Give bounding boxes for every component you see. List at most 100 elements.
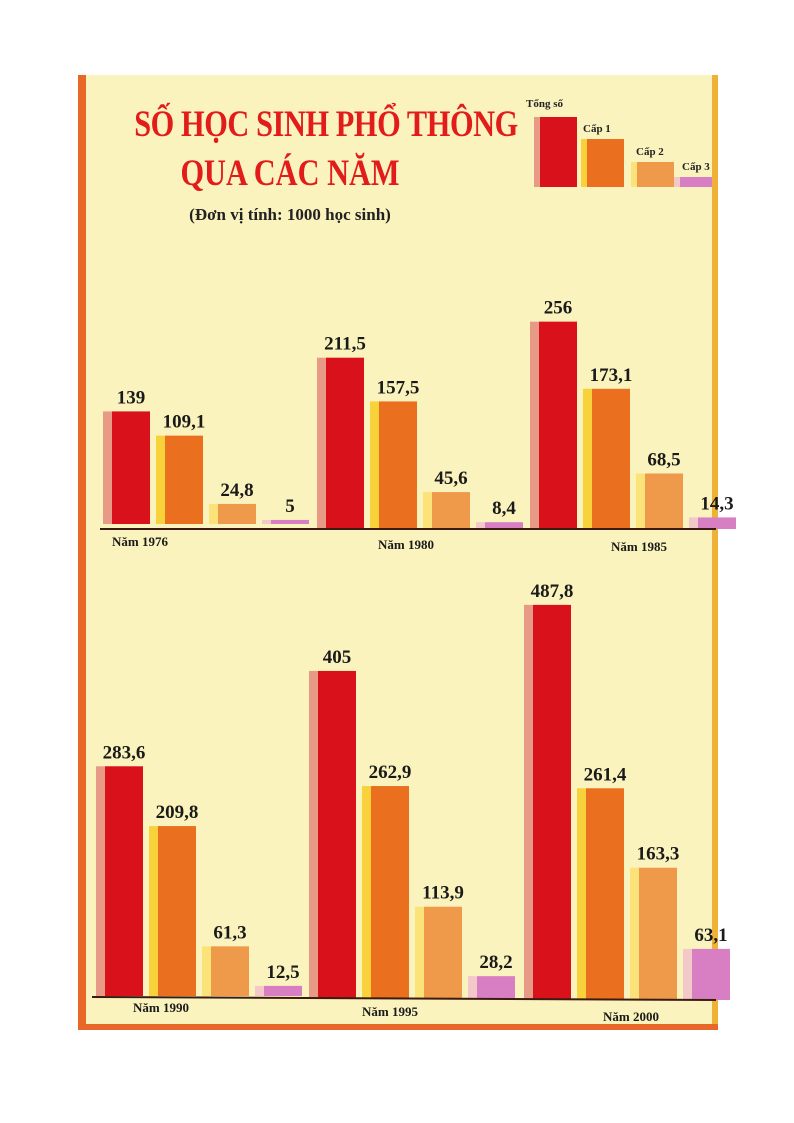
data-label-nam-1976-cap-1: 109,1 xyxy=(163,412,206,433)
data-label-nam-1976-tong-so: 139 xyxy=(117,387,146,408)
data-label-nam-1976-cap-3: 5 xyxy=(285,496,295,517)
bar-nam-1976-tong-so xyxy=(112,411,150,524)
bar-side-nam-1990-tong-so xyxy=(96,766,105,996)
bar-nam-1976-cap-2 xyxy=(218,503,256,524)
bar-side-nam-1995-cap-3 xyxy=(468,976,477,999)
data-label-nam-1980-cap-2: 45,6 xyxy=(434,468,467,489)
bar-nam-1985-cap-3 xyxy=(698,517,736,529)
data-label-nam-2000-cap-3: 63,1 xyxy=(694,925,727,946)
legend-label-tong-so: Tổng số xyxy=(526,98,563,110)
category-label-nam-1985: Năm 1985 xyxy=(611,539,667,554)
bar-nam-1990-cap-2 xyxy=(211,946,249,996)
bar-group-nam-1985: 256 173,1 68,5 14,3 Năm 1985 xyxy=(530,298,736,554)
bar-side-nam-2000-cap-2 xyxy=(630,867,639,1000)
bar-nam-1990-cap-3 xyxy=(264,985,302,996)
bar-nam-1985-cap-2 xyxy=(645,473,683,529)
chart-subtitle: (Đơn vị tính: 1000 học sinh) xyxy=(189,205,391,224)
legend-label-cap-1: Cấp 1 xyxy=(583,123,611,135)
data-label-nam-1976-cap-2: 24,8 xyxy=(220,480,253,501)
bar-nam-1990-cap-1 xyxy=(158,826,196,996)
data-label-nam-1995-cap-2: 113,9 xyxy=(422,883,464,904)
bar-side-nam-1985-cap-3 xyxy=(689,517,698,529)
category-label-nam-1995: Năm 1995 xyxy=(362,1004,418,1019)
bar-nam-1995-cap-2 xyxy=(424,906,462,999)
bar-side-nam-2000-cap-3 xyxy=(683,948,692,1000)
legend-swatch-cap-3 xyxy=(680,177,712,187)
data-label-nam-1995-tong-so: 405 xyxy=(323,647,352,668)
bar-nam-1980-cap-3 xyxy=(485,522,523,529)
data-label-nam-1985-tong-so: 256 xyxy=(544,298,573,319)
data-label-nam-1995-cap-3: 28,2 xyxy=(479,952,512,973)
bar-side-nam-1990-cap-3 xyxy=(255,985,264,996)
data-label-nam-1985-cap-2: 68,5 xyxy=(647,450,680,471)
bar-nam-1980-cap-2 xyxy=(432,492,470,529)
bar-side-nam-1995-tong-so xyxy=(309,670,318,999)
data-label-nam-2000-cap-1: 261,4 xyxy=(584,764,627,785)
legend-swatch-side-cap-1 xyxy=(581,139,587,187)
baseline-bottom-row xyxy=(91,996,717,1001)
bar-group-nam-2000: 487,8 261,4 163,3 63,1 Năm 2000 xyxy=(524,581,730,1024)
bar-nam-1990-tong-so xyxy=(105,766,143,996)
chart-title-line-2: QUA CÁC NĂM xyxy=(180,153,400,194)
data-label-nam-1980-tong-so: 211,5 xyxy=(324,334,366,355)
bar-nam-2000-tong-so xyxy=(533,604,571,1000)
data-label-nam-1980-cap-1: 157,5 xyxy=(377,377,420,398)
bar-side-nam-1976-cap-3 xyxy=(262,519,271,524)
bar-nam-1995-tong-so xyxy=(318,670,356,999)
bar-nam-1980-cap-1 xyxy=(379,401,417,529)
right-border-strip xyxy=(712,75,718,1030)
bar-nam-1976-cap-1 xyxy=(165,435,203,524)
bar-nam-1985-tong-so xyxy=(539,321,577,529)
category-label-nam-1976: Năm 1976 xyxy=(112,534,168,549)
bar-side-nam-1985-cap-1 xyxy=(583,388,592,529)
bar-side-nam-2000-cap-1 xyxy=(577,788,586,1000)
bottom-border-strip xyxy=(78,1024,718,1030)
data-label-nam-1990-cap-2: 61,3 xyxy=(213,922,246,943)
data-label-nam-2000-cap-2: 163,3 xyxy=(637,844,680,865)
legend-swatch-side-cap-3 xyxy=(674,177,680,187)
bar-nam-1985-cap-1 xyxy=(592,388,630,529)
bar-nam-2000-cap-2 xyxy=(639,867,677,1000)
bar-side-nam-1980-tong-so xyxy=(317,357,326,529)
legend-swatch-side-tong-so xyxy=(534,117,540,187)
bar-side-nam-1980-cap-2 xyxy=(423,492,432,529)
bar-group-nam-1990: 283,6 209,8 61,3 12,5 Năm 1990 xyxy=(96,742,302,1015)
bar-side-nam-1985-cap-2 xyxy=(636,473,645,529)
category-label-nam-1980: Năm 1980 xyxy=(378,537,434,552)
data-label-nam-1985-cap-1: 173,1 xyxy=(590,365,633,386)
legend-swatch-cap-1 xyxy=(587,139,624,187)
legend-swatch-cap-2 xyxy=(637,162,674,187)
bar-side-nam-1980-cap-3 xyxy=(476,522,485,529)
bar-side-nam-1976-tong-so xyxy=(103,411,112,524)
bar-side-nam-1990-cap-1 xyxy=(149,826,158,996)
bar-side-nam-1985-tong-so xyxy=(530,321,539,529)
legend-label-cap-3: Cấp 3 xyxy=(682,161,710,173)
legend-swatch-tong-so xyxy=(540,117,577,187)
data-label-nam-1980-cap-3: 8,4 xyxy=(492,498,516,519)
bar-nam-1980-tong-so xyxy=(326,357,364,529)
bar-nam-1976-cap-3 xyxy=(271,519,309,524)
data-label-nam-1990-cap-3: 12,5 xyxy=(266,962,299,983)
bar-side-nam-1995-cap-1 xyxy=(362,786,371,999)
bar-nam-2000-cap-1 xyxy=(586,788,624,1000)
legend-label-cap-2: Cấp 2 xyxy=(636,146,664,158)
bar-side-nam-2000-tong-so xyxy=(524,604,533,1000)
bar-side-nam-1995-cap-2 xyxy=(415,906,424,999)
data-label-nam-1995-cap-1: 262,9 xyxy=(369,762,412,783)
bar-nam-1995-cap-3 xyxy=(477,976,515,999)
bar-side-nam-1976-cap-2 xyxy=(209,503,218,524)
bar-group-nam-1980: 211,5 157,5 45,6 8,4 Năm 1980 xyxy=(317,334,523,552)
bar-nam-2000-cap-3 xyxy=(692,948,730,1000)
category-label-nam-2000: Năm 2000 xyxy=(603,1009,659,1024)
data-label-nam-1990-tong-so: 283,6 xyxy=(103,742,146,763)
left-border-strip xyxy=(78,75,86,1030)
legend-swatch-side-cap-2 xyxy=(631,162,637,187)
data-label-nam-2000-tong-so: 487,8 xyxy=(531,581,574,602)
data-label-nam-1990-cap-1: 209,8 xyxy=(156,802,199,823)
bar-side-nam-1980-cap-1 xyxy=(370,401,379,529)
bar-side-nam-1990-cap-2 xyxy=(202,946,211,996)
bar-group-nam-1995: 405 262,9 113,9 28,2 Năm 1995 xyxy=(309,647,515,1019)
data-label-nam-1985-cap-3: 14,3 xyxy=(700,493,733,514)
bar-side-nam-1976-cap-1 xyxy=(156,435,165,524)
